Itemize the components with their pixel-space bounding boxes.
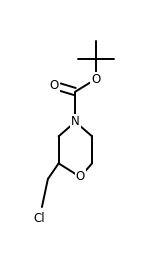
Text: N: N: [71, 115, 80, 128]
Text: Cl: Cl: [33, 212, 45, 225]
Text: O: O: [75, 170, 85, 183]
Text: O: O: [91, 73, 100, 86]
Text: O: O: [50, 79, 59, 92]
